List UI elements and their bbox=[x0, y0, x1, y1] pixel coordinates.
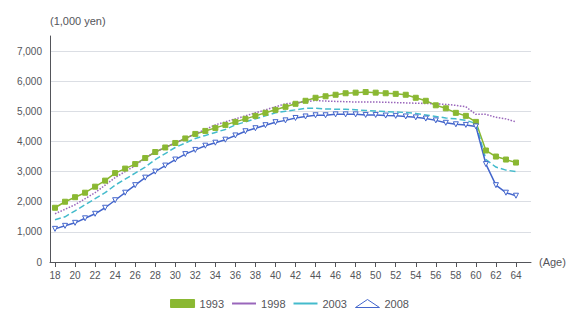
svg-text:50: 50 bbox=[370, 270, 382, 281]
svg-text:3,000: 3,000 bbox=[17, 166, 42, 177]
svg-text:1993: 1993 bbox=[200, 298, 224, 310]
svg-text:40: 40 bbox=[270, 270, 282, 281]
svg-text:38: 38 bbox=[250, 270, 262, 281]
svg-text:32: 32 bbox=[190, 270, 202, 281]
svg-text:2003: 2003 bbox=[323, 298, 347, 310]
svg-text:2,000: 2,000 bbox=[17, 196, 42, 207]
svg-text:52: 52 bbox=[390, 270, 402, 281]
svg-text:62: 62 bbox=[490, 270, 502, 281]
svg-text:(Age): (Age) bbox=[539, 256, 566, 268]
svg-text:48: 48 bbox=[350, 270, 362, 281]
svg-text:36: 36 bbox=[230, 270, 242, 281]
svg-text:42: 42 bbox=[290, 270, 302, 281]
svg-text:44: 44 bbox=[310, 270, 322, 281]
svg-text:54: 54 bbox=[410, 270, 422, 281]
svg-text:6,000: 6,000 bbox=[17, 76, 42, 87]
svg-text:64: 64 bbox=[510, 270, 522, 281]
svg-text:0: 0 bbox=[36, 257, 42, 268]
svg-text:28: 28 bbox=[150, 270, 162, 281]
svg-text:30: 30 bbox=[170, 270, 182, 281]
svg-text:26: 26 bbox=[130, 270, 142, 281]
svg-text:58: 58 bbox=[450, 270, 462, 281]
svg-text:7,000: 7,000 bbox=[17, 46, 42, 57]
svg-text:1998: 1998 bbox=[261, 298, 285, 310]
svg-text:2008: 2008 bbox=[384, 298, 408, 310]
svg-text:56: 56 bbox=[430, 270, 442, 281]
svg-text:4,000: 4,000 bbox=[17, 136, 42, 147]
svg-text:20: 20 bbox=[69, 270, 81, 281]
svg-text:(1,000 yen): (1,000 yen) bbox=[50, 15, 106, 27]
svg-text:34: 34 bbox=[210, 270, 222, 281]
svg-text:22: 22 bbox=[90, 270, 102, 281]
svg-text:1,000: 1,000 bbox=[17, 226, 42, 237]
svg-text:24: 24 bbox=[110, 270, 122, 281]
svg-text:46: 46 bbox=[330, 270, 342, 281]
svg-text:18: 18 bbox=[49, 270, 61, 281]
svg-text:60: 60 bbox=[470, 270, 482, 281]
svg-text:5,000: 5,000 bbox=[17, 106, 42, 117]
